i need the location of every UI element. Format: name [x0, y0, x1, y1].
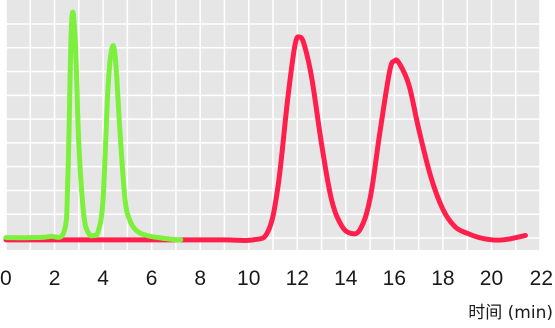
- x-tick-label: 2: [49, 267, 61, 290]
- x-tick-labels: 0 2 4 6 8 10 12 14 16 18 20 22: [0, 267, 553, 290]
- x-tick-label: 16: [383, 267, 406, 290]
- x-tick-label: 14: [334, 267, 358, 290]
- x-tick-label: 8: [194, 267, 206, 290]
- series-layer: [3, 9, 528, 244]
- series-line-0: [3, 9, 184, 243]
- x-axis-label: 时间 (min): [468, 303, 553, 323]
- grid-lines: [5, 0, 541, 250]
- x-tick-label: 12: [286, 267, 309, 290]
- x-tick-label: 10: [237, 267, 260, 290]
- series-line-1: [3, 34, 528, 244]
- x-tick-label: 20: [480, 267, 503, 290]
- x-tick-label: 0: [0, 267, 12, 290]
- x-tick-label: 22: [530, 267, 553, 290]
- x-tick-label: 18: [431, 267, 454, 290]
- x-tick-label: 4: [97, 267, 109, 290]
- x-tick-label: 6: [146, 267, 158, 290]
